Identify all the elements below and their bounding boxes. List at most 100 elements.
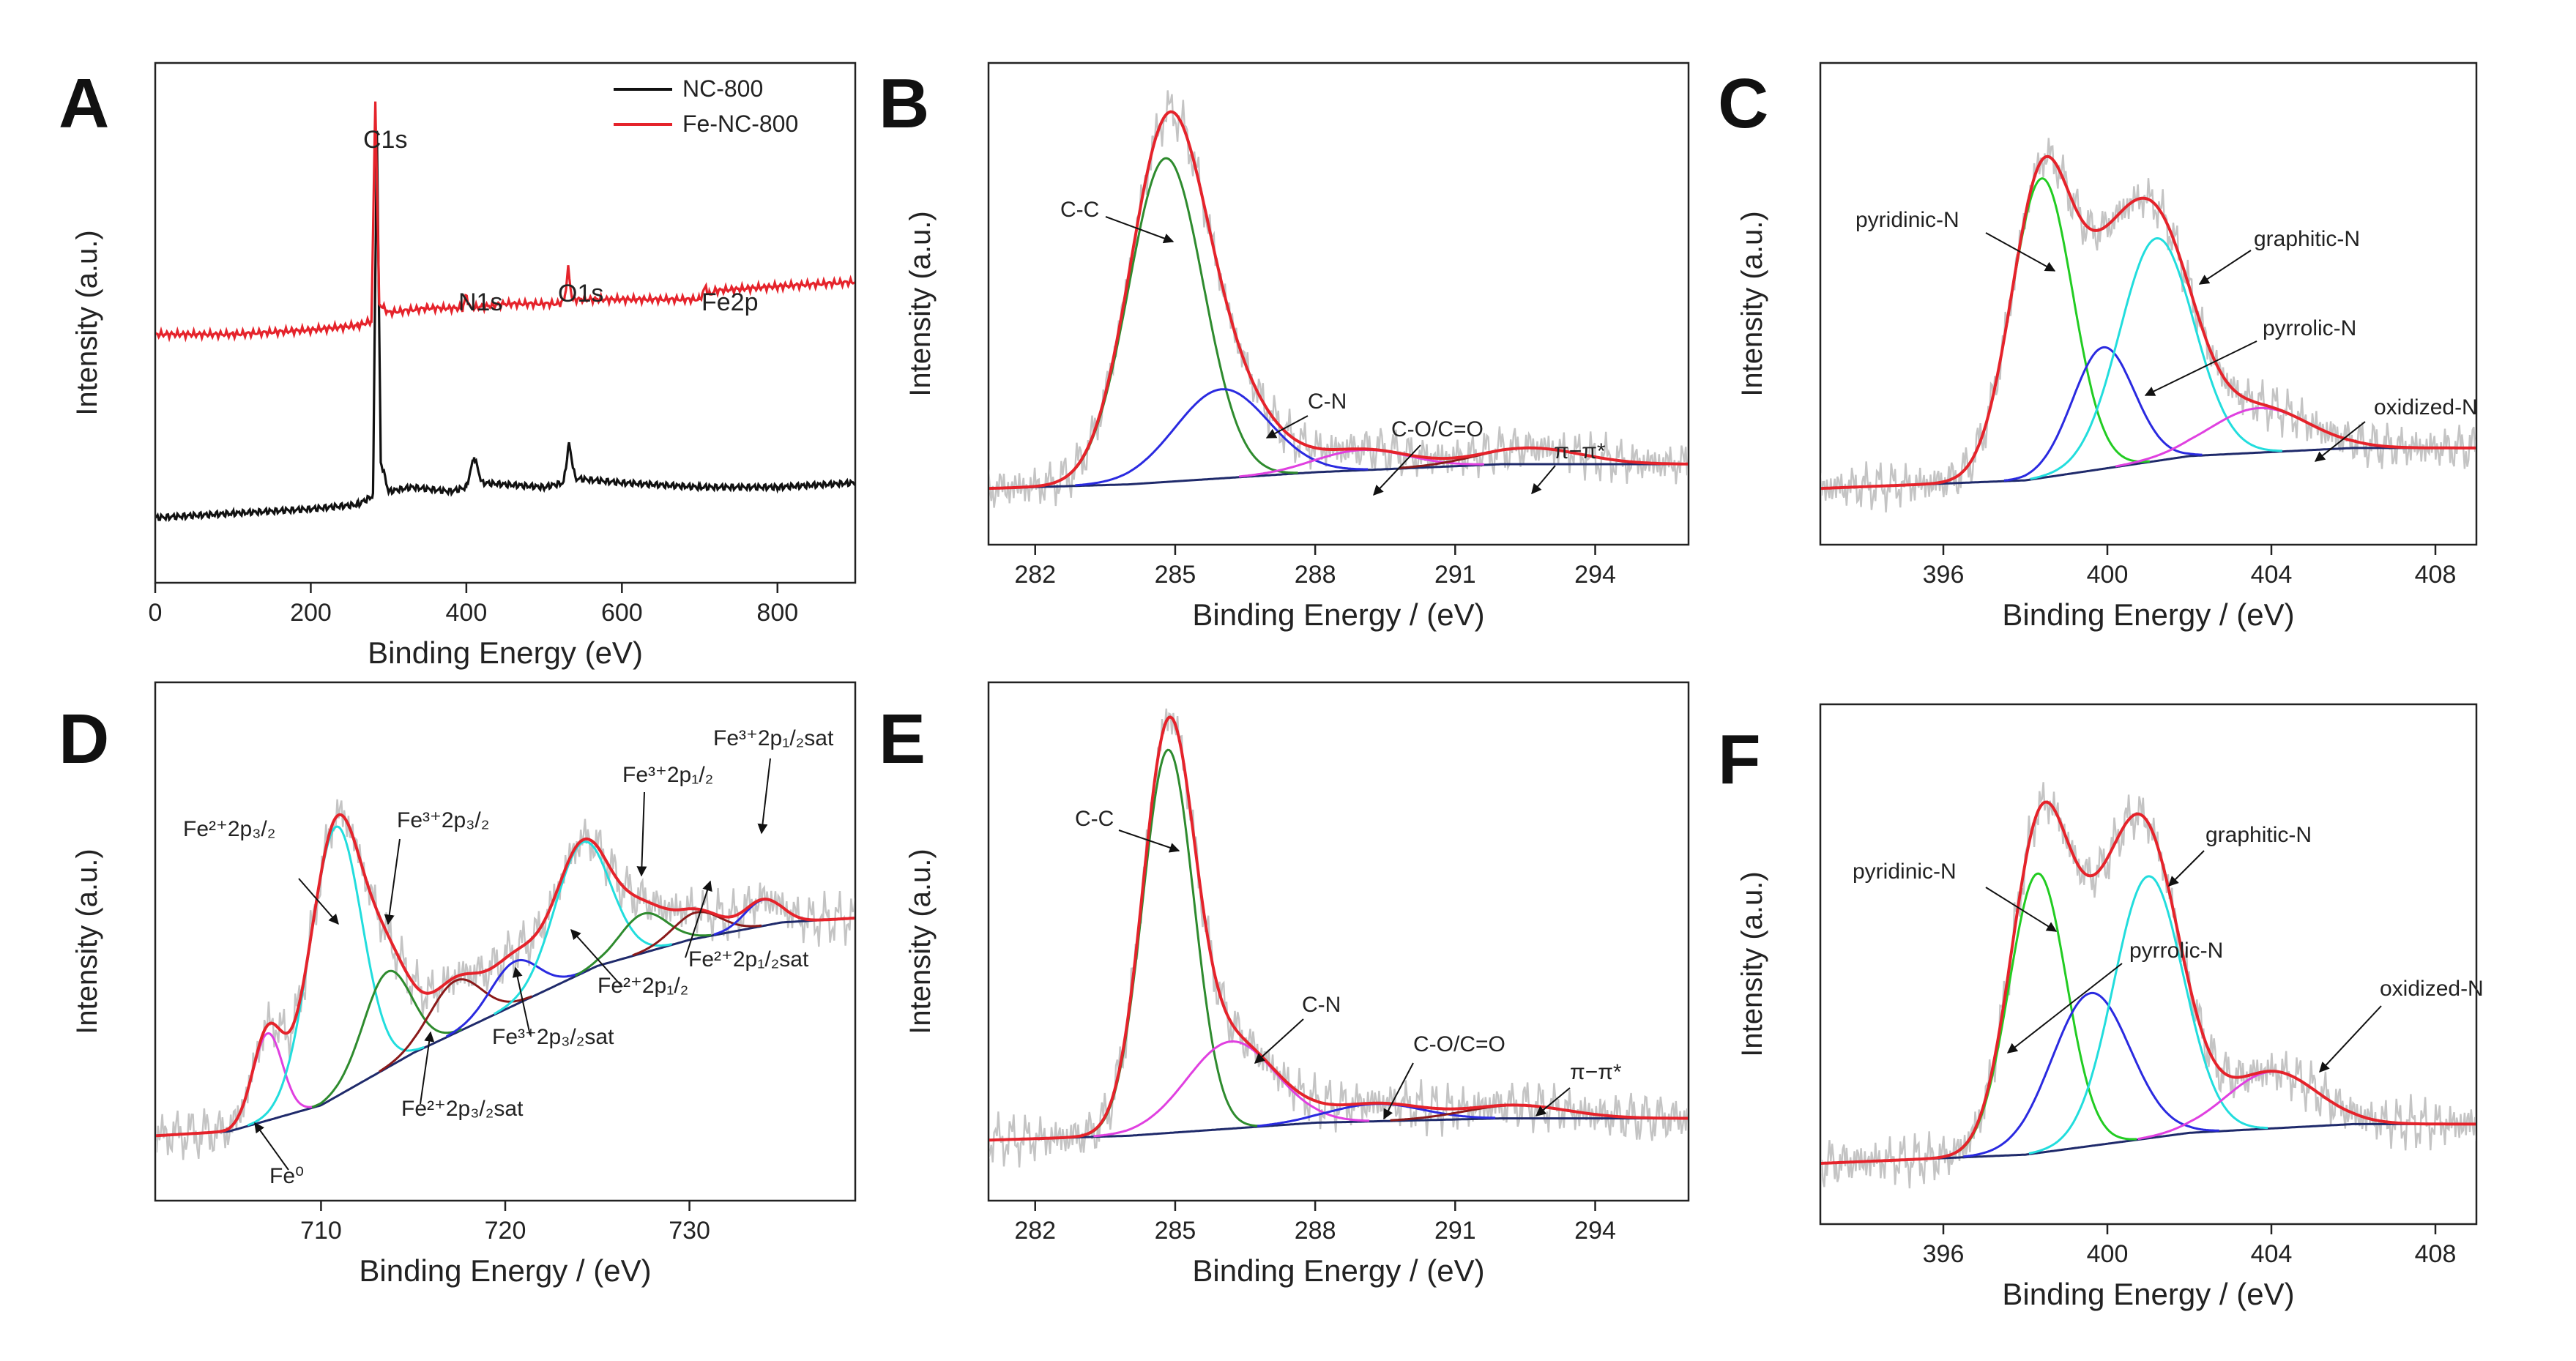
- y-axis-title: Intensity (a.u.): [904, 211, 937, 396]
- plot-area: [1821, 138, 2476, 512]
- x-tick-label: 285: [1155, 561, 1196, 589]
- peak-annotation: pyridinic-N: [1855, 208, 1959, 232]
- component-peak: [311, 969, 463, 1108]
- y-axis-title: Intensity (a.u.): [1736, 211, 1768, 396]
- x-tick-label: 396: [1923, 1240, 1965, 1268]
- peak-annotation: N1s: [458, 288, 502, 316]
- x-axis-title: Binding Energy / (eV): [1192, 1253, 1484, 1288]
- annotation-arrow: [757, 758, 771, 835]
- x-tick-label: 408: [2415, 1240, 2457, 1268]
- x-tick-label: 408: [2415, 561, 2457, 589]
- x-tick-label: 282: [1014, 561, 1056, 589]
- x-axis-title: Binding Energy (eV): [368, 635, 643, 670]
- component-peak: [2003, 346, 2203, 482]
- panel-letter: D: [59, 700, 109, 778]
- x-tick-label: 400: [446, 599, 488, 627]
- panel-letter: A: [59, 64, 109, 143]
- x-tick-label: 404: [2251, 561, 2293, 589]
- peak-annotation: Fe²⁺2p₃/₂: [183, 817, 275, 841]
- x-tick-label: 288: [1295, 561, 1336, 589]
- peak-annotation: C-C: [1060, 198, 1099, 222]
- panel-e: E 282 285 288 291 294 Binding Energy / (eV) Int…: [879, 681, 1690, 1288]
- plot-area: [989, 90, 1688, 508]
- peak-annotation: π−π*: [1554, 439, 1606, 463]
- x-axis-title: Binding Energy / (eV): [359, 1253, 651, 1288]
- peak-annotation: C1s: [363, 126, 407, 154]
- legend-entry: NC-800: [682, 75, 763, 102]
- x-tick-label: 0: [149, 599, 163, 627]
- annotation-arrow: [1265, 415, 1309, 439]
- annotation-arrow: [1985, 887, 2058, 932]
- annotation-arrow: [1383, 1062, 1414, 1120]
- annotation-arrow: [636, 791, 647, 877]
- annotation-arrow: [1254, 1018, 1304, 1064]
- peak-annotation: oxidized-N: [2380, 977, 2484, 1001]
- panel-letter: B: [879, 64, 929, 143]
- panel-d: D 710 720 730 Binding Energy / (eV) Intensity…: [59, 681, 857, 1288]
- component-peak: [247, 825, 425, 1127]
- annotation-arrow: [2319, 1005, 2382, 1073]
- annotation-arrow: [570, 928, 623, 988]
- x-tick-label: 291: [1434, 1217, 1476, 1245]
- panel-b: B 282 285 288 291 294 Binding Energy / (eV) Int…: [879, 61, 1690, 632]
- envelope-fit: [989, 715, 1688, 1142]
- peak-annotation: C-C: [1075, 807, 1114, 831]
- peak-annotation: C-O/C=O: [1413, 1032, 1505, 1056]
- component-peak: [632, 911, 762, 957]
- annotation-arrow: [254, 1122, 289, 1171]
- annotation-arrow: [2198, 250, 2252, 285]
- peak-annotation: Fe²⁺2p₁/₂: [598, 974, 688, 998]
- envelope-fit: [989, 110, 1688, 491]
- peak-annotation: Fe³⁺2p₃/₂: [397, 808, 489, 832]
- peak-annotation: π−π*: [1570, 1060, 1622, 1084]
- x-axis-title: Binding Energy / (eV): [2002, 1277, 2294, 1311]
- annotation-arrow: [512, 966, 531, 1036]
- peak-annotation: C-N: [1308, 389, 1347, 414]
- x-tick-label: 200: [290, 599, 332, 627]
- x-tick-label: 288: [1295, 1217, 1336, 1245]
- panel-letter: E: [879, 700, 926, 778]
- x-tick-label: 400: [2087, 561, 2129, 589]
- panel-c: C 396 400 404 408 Binding Energy / (eV) Intens…: [1718, 61, 2478, 632]
- peak-annotation: Fe²⁺2p₃/₂sat: [401, 1097, 524, 1121]
- peak-annotation: Fe³⁺2p₁/₂sat: [713, 726, 834, 750]
- x-tick-label: 710: [300, 1217, 342, 1245]
- envelope-fit: [1821, 800, 2476, 1166]
- panel-a: A 0 200 400 600 800 Binding Energy (eV) Intensi…: [59, 61, 857, 670]
- plot-area: [156, 799, 855, 1160]
- envelope-fit: [1821, 154, 2476, 491]
- peak-annotation: graphitic-N: [2254, 227, 2360, 251]
- peak-annotation: O1s: [558, 280, 603, 307]
- peak-annotation: Fe²⁺2p₁/₂sat: [688, 947, 809, 972]
- peak-annotation: Fe³⁺2p₃/₂sat: [492, 1025, 614, 1049]
- peak-annotation: C-N: [1302, 993, 1341, 1017]
- component-peak: [1963, 991, 2219, 1158]
- component-peak: [445, 958, 584, 1038]
- x-tick-label: 400: [2087, 1240, 2129, 1268]
- background-line: [156, 917, 855, 1137]
- annotation-arrow: [420, 1031, 435, 1105]
- plot-frame: [1819, 61, 2478, 546]
- component-peak: [1075, 388, 1369, 487]
- plot-frame: [987, 681, 1690, 1202]
- x-tick-label: 282: [1014, 1217, 1056, 1245]
- legend: NC-800 Fe-NC-800: [614, 75, 798, 137]
- peak-annotation: pyrrolic-N: [2263, 316, 2356, 340]
- panel-letter: C: [1718, 64, 1768, 143]
- x-tick-label: 720: [485, 1217, 526, 1245]
- x-tick-label: 800: [756, 599, 798, 627]
- peak-annotation: pyrrolic-N: [2129, 939, 2223, 963]
- x-axis-title: Binding Energy / (eV): [1192, 597, 1484, 632]
- plot-area: [989, 708, 1688, 1168]
- annotation-arrow: [1118, 829, 1180, 853]
- plot-frame: [987, 61, 1690, 546]
- peak-annotation: oxidized-N: [2374, 395, 2478, 420]
- raw-spectrum: [1821, 782, 2476, 1189]
- component-peak: [493, 840, 672, 1015]
- x-tick-label: 285: [1155, 1217, 1196, 1245]
- y-axis-title: Intensity (a.u.): [904, 849, 937, 1034]
- annotation-arrow: [2168, 850, 2205, 887]
- annotation-arrow: [685, 880, 712, 958]
- x-tick-label: 600: [601, 599, 643, 627]
- x-tick-label: 294: [1574, 561, 1616, 589]
